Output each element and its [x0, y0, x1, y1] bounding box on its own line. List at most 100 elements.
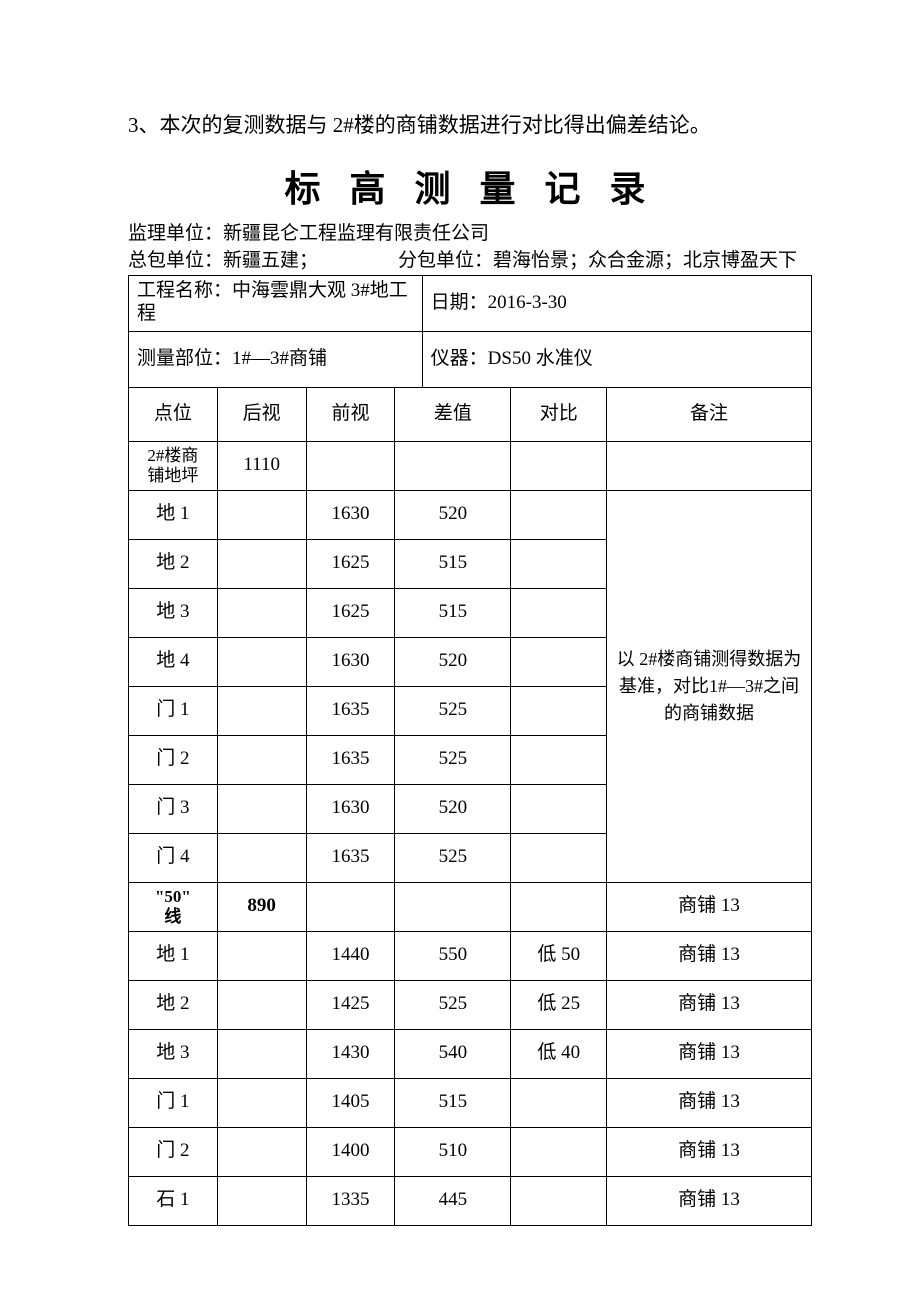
cell-remark: 商铺 13: [607, 931, 812, 980]
contractor-value: 新疆五建；: [223, 250, 318, 271]
table-row: 门 11405515商铺 13: [129, 1078, 812, 1127]
supervisor-line: 监理单位：新疆昆仑工程监理有限责任公司: [128, 220, 812, 248]
cell-remark-merged: 以 2#楼商铺测得数据为基准，对比1#—3#之间的商铺数据: [607, 490, 812, 882]
cell-compare: [511, 637, 607, 686]
cell-foresight: [306, 441, 395, 490]
cell-diff: 515: [395, 588, 511, 637]
cell-backsight: [217, 833, 306, 882]
cell-foresight: 1405: [306, 1078, 395, 1127]
cell-diff: [395, 882, 511, 931]
cell-diff: 525: [395, 686, 511, 735]
table-row: 石 11335445商铺 13: [129, 1176, 812, 1225]
cell-point: 地 1: [129, 931, 218, 980]
cell-diff: 515: [395, 539, 511, 588]
cell-compare: [511, 1127, 607, 1176]
table-row: 2#楼商铺地坪1110: [129, 441, 812, 490]
cell-compare: [511, 539, 607, 588]
table-row: "50"线890商铺 13: [129, 882, 812, 931]
cell-compare: [511, 882, 607, 931]
table-row: 工程名称：中海雲鼎大观 3#地工程 日期：2016-3-30: [129, 275, 812, 331]
cell-point: 门 1: [129, 686, 218, 735]
cell-diff: 520: [395, 637, 511, 686]
date-cell: 日期：2016-3-30: [422, 275, 811, 331]
cell-remark: 商铺 13: [607, 1127, 812, 1176]
cell-backsight: [217, 1176, 306, 1225]
cell-remark: 商铺 13: [607, 882, 812, 931]
cell-diff: 510: [395, 1127, 511, 1176]
table-row: 地 2 1425525低 25商铺 13: [129, 980, 812, 1029]
cell-compare: [511, 1176, 607, 1225]
cell-backsight: 1110: [217, 441, 306, 490]
col-diff: 差值: [395, 387, 511, 441]
cell-compare: [511, 588, 607, 637]
supervisor-value: 新疆昆仑工程监理有限责任公司: [223, 223, 489, 244]
cell-remark: 商铺 13: [607, 1029, 812, 1078]
measurement-table: 工程名称：中海雲鼎大观 3#地工程 日期：2016-3-30 测量部位：1#—3…: [128, 275, 812, 1226]
table-row: 地 11630520以 2#楼商铺测得数据为基准，对比1#—3#之间的商铺数据: [129, 490, 812, 539]
cell-remark: 商铺 13: [607, 980, 812, 1029]
cell-point: 门 3: [129, 784, 218, 833]
cell-backsight: [217, 686, 306, 735]
cell-diff: 515: [395, 1078, 511, 1127]
project-cell: 工程名称：中海雲鼎大观 3#地工程: [129, 275, 423, 331]
cell-diff: 550: [395, 931, 511, 980]
cell-foresight: 1630: [306, 637, 395, 686]
cell-foresight: 1635: [306, 735, 395, 784]
cell-remark: 商铺 13: [607, 1078, 812, 1127]
cell-remark: [607, 441, 812, 490]
cell-point: 2#楼商铺地坪: [129, 441, 218, 490]
col-backsight: 后视: [217, 387, 306, 441]
cell-remark: 商铺 13: [607, 1176, 812, 1225]
col-compare: 对比: [511, 387, 607, 441]
cell-point: 地 2: [129, 539, 218, 588]
cell-point: 门 2: [129, 735, 218, 784]
cell-backsight: [217, 980, 306, 1029]
col-remark: 备注: [607, 387, 812, 441]
table-row: 测量部位：1#—3#商铺 仪器：DS50 水准仪: [129, 331, 812, 387]
cell-diff: 525: [395, 833, 511, 882]
cell-point: 门 4: [129, 833, 218, 882]
cell-foresight: 1430: [306, 1029, 395, 1078]
cell-point: 地 3: [129, 1029, 218, 1078]
cell-backsight: [217, 588, 306, 637]
cell-compare: 低 40: [511, 1029, 607, 1078]
cell-compare: [511, 686, 607, 735]
cell-point: 地 1: [129, 490, 218, 539]
cell-diff: 540: [395, 1029, 511, 1078]
page-title: 标 高 测 量 记 录: [128, 160, 812, 212]
cell-compare: 低 50: [511, 931, 607, 980]
cell-compare: 低 25: [511, 980, 607, 1029]
cell-point: 地 2: [129, 980, 218, 1029]
position-cell: 测量部位：1#—3#商铺: [129, 331, 423, 387]
intro-text: 3、本次的复测数据与 2#楼的商铺数据进行对比得出偏差结论。: [128, 110, 812, 142]
sub-label: 分包单位：: [398, 250, 493, 271]
col-point: 点位: [129, 387, 218, 441]
cell-foresight: 1625: [306, 588, 395, 637]
cell-diff: [395, 441, 511, 490]
cell-diff: 445: [395, 1176, 511, 1225]
col-foresight: 前视: [306, 387, 395, 441]
cell-diff: 520: [395, 490, 511, 539]
cell-backsight: [217, 1127, 306, 1176]
cell-foresight: 1625: [306, 539, 395, 588]
cell-foresight: 1630: [306, 784, 395, 833]
cell-backsight: [217, 735, 306, 784]
cell-compare: [511, 735, 607, 784]
cell-foresight: 1425: [306, 980, 395, 1029]
cell-backsight: [217, 490, 306, 539]
cell-compare: [511, 784, 607, 833]
cell-point: 石 1: [129, 1176, 218, 1225]
cell-foresight: 1630: [306, 490, 395, 539]
header-row: 点位 后视 前视 差值 对比 备注: [129, 387, 812, 441]
cell-backsight: [217, 931, 306, 980]
cell-point: 门 2: [129, 1127, 218, 1176]
cell-point: 地 4: [129, 637, 218, 686]
cell-foresight: 1440: [306, 931, 395, 980]
table-row: 地 3 1430540低 40商铺 13: [129, 1029, 812, 1078]
contractor-label: 总包单位：: [128, 250, 223, 271]
instrument-cell: 仪器：DS50 水准仪: [422, 331, 811, 387]
cell-diff: 525: [395, 735, 511, 784]
cell-diff: 525: [395, 980, 511, 1029]
cell-diff: 520: [395, 784, 511, 833]
cell-backsight: [217, 784, 306, 833]
